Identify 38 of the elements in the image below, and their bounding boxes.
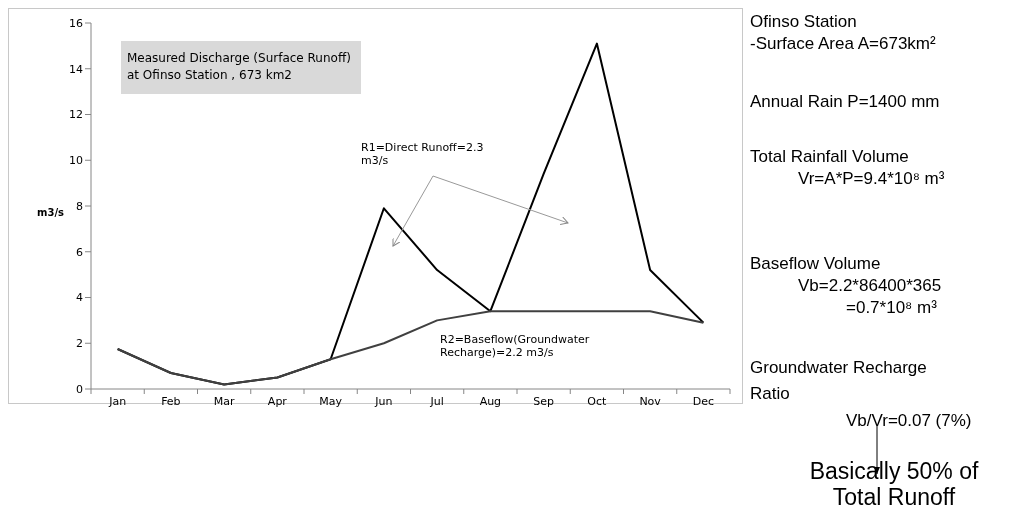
text: Ratio: [750, 384, 791, 404]
x-tick-label: Nov: [639, 394, 662, 408]
text: Ofinso Station: [750, 12, 858, 32]
x-tick-label: Sep: [533, 394, 555, 408]
text: Measured Discharge (Surface Runoff) at Ofinso Station , 673 km2: [121, 41, 361, 94]
y-axis-title: m3/s: [37, 207, 64, 218]
x-tick-label: Jan: [108, 394, 127, 408]
text: Vb=2.2*86400*365: [798, 276, 943, 296]
annotation: R2=Baseflow(Groundwater Recharge)=2.2 m3/s: [440, 333, 591, 360]
y-tick-label: 4: [76, 291, 83, 305]
y-tick-label: 2: [76, 337, 83, 351]
x-tick-label: Jul: [429, 394, 444, 408]
y-tick-label: 6: [76, 245, 83, 259]
text: Baseflow Volume: [750, 254, 882, 274]
y-tick-label: 8: [76, 199, 83, 213]
line-series: [116, 310, 705, 386]
text: Annual Rain P=1400 mm: [750, 92, 941, 112]
x-tick-label: Feb: [161, 394, 181, 408]
x-tick-label: Dec: [692, 394, 715, 408]
y-tick-label: 14: [69, 62, 83, 76]
text: Vr=A*P=9.4*10⁸ m³: [798, 169, 946, 189]
x-tick-label: May: [319, 394, 343, 408]
x-tick-label: Oct: [587, 394, 608, 408]
text: Vb/Vr=0.07 (7%): [846, 411, 973, 431]
text: Groundwater Recharge: [750, 358, 928, 378]
text: =0.7*10⁸ m³: [846, 298, 938, 318]
y-tick-label: 0: [76, 382, 83, 396]
y-tick-label: 10: [69, 154, 83, 168]
text: Basically 50% of Total Runoff: [808, 458, 980, 511]
text: -Surface Area A=673km²: [750, 34, 937, 54]
x-tick-label: Aug: [479, 394, 502, 408]
y-tick-label: 12: [69, 108, 83, 122]
x-tick-label: Jun: [374, 394, 393, 408]
text: Total Rainfall Volume: [750, 147, 910, 167]
y-tick-label: 16: [69, 16, 83, 30]
x-tick-label: Mar: [213, 394, 235, 408]
annotation: R1=Direct Runoff=2.3 m3/s: [361, 141, 485, 168]
x-tick-label: Apr: [267, 394, 288, 408]
